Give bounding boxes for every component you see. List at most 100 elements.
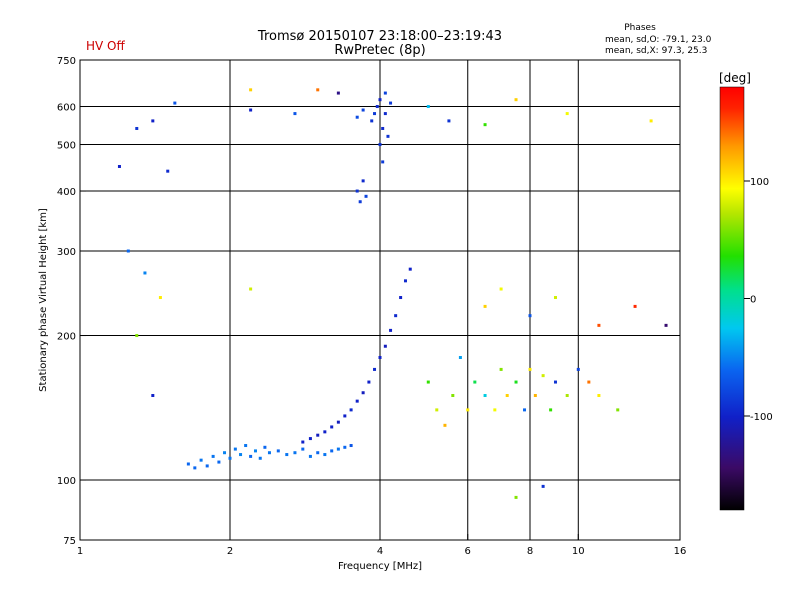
y-tick-label: 600 — [57, 103, 76, 114]
echo-point — [541, 374, 545, 378]
echo-point — [394, 314, 398, 318]
echo-point — [483, 123, 487, 127]
echo-point — [361, 179, 365, 183]
echo-point — [523, 408, 527, 412]
echo-point — [143, 271, 147, 275]
echo-point — [505, 394, 509, 398]
echo-point — [316, 433, 320, 437]
echo-point — [276, 449, 280, 453]
echo-point — [549, 408, 553, 412]
x-tick-label: 16 — [674, 546, 687, 557]
echo-point — [293, 451, 297, 455]
echo-point — [383, 112, 387, 116]
echo-point — [528, 314, 532, 318]
echo-point — [355, 189, 359, 193]
chart-subtitle: RwPretec (8p) — [334, 43, 425, 58]
echo-point — [349, 444, 353, 448]
echo-point — [649, 119, 653, 123]
x-tick-label: 1 — [77, 546, 83, 557]
echo-point — [386, 134, 390, 138]
echo-point — [493, 408, 497, 412]
echo-point — [597, 323, 601, 327]
y-tick-label: 300 — [57, 247, 76, 258]
echo-point — [597, 394, 601, 398]
echo-point — [249, 108, 253, 112]
echo-point — [199, 458, 203, 462]
echo-point — [330, 425, 334, 429]
echo-point — [373, 367, 377, 371]
echo-point — [135, 126, 139, 130]
colorbar-tick-label: -100 — [750, 412, 773, 423]
echo-point — [249, 88, 253, 92]
echo-point — [370, 119, 374, 123]
y-tick-label: 75 — [63, 536, 76, 547]
echo-point — [533, 394, 537, 398]
echo-point — [378, 143, 382, 147]
x-axis-label: Frequency [MHz] — [338, 561, 422, 572]
y-tick-label: 750 — [57, 56, 76, 67]
x-tick-label: 8 — [527, 546, 533, 557]
echo-point — [244, 444, 248, 448]
axis-ticks: 1 2 4 6 8 10 16 75 100 200 300 400 500 600 750 — [57, 56, 686, 557]
echo-point — [514, 495, 518, 499]
echo-point — [186, 462, 190, 466]
echo-point — [308, 437, 312, 441]
y-axis-label: Stationary phase Virtual Height [km] — [38, 208, 49, 392]
grid-lines — [80, 60, 680, 540]
echo-point — [499, 367, 503, 371]
phases-line-o: mean, sd,O: -79.1, 23.0 — [605, 35, 712, 45]
echo-point — [151, 394, 155, 398]
echo-point — [249, 454, 253, 458]
y-tick-label: 400 — [57, 187, 76, 198]
x-tick-label: 6 — [465, 546, 471, 557]
echo-point — [323, 430, 327, 434]
echo-point — [399, 296, 403, 300]
x-tick-label: 10 — [572, 546, 585, 557]
echo-point — [451, 394, 455, 398]
colorbar — [719, 86, 745, 511]
echo-point — [383, 344, 387, 348]
echo-point — [541, 484, 545, 488]
echo-point — [349, 408, 353, 412]
echo-point — [514, 98, 518, 102]
echo-point — [378, 98, 382, 102]
echo-point — [553, 296, 557, 300]
x-tick-label: 4 — [377, 546, 383, 557]
echo-point — [211, 454, 215, 458]
echo-point — [435, 408, 439, 412]
colorbar-tick-label: 100 — [750, 177, 769, 188]
echo-point — [258, 456, 262, 460]
echo-point — [381, 160, 385, 164]
echo-point — [316, 88, 320, 92]
echo-point — [633, 304, 637, 308]
echo-point — [253, 449, 257, 453]
chart-title: Tromsø 20150107 23:18:00–23:19:43 — [257, 29, 502, 44]
echo-point — [443, 423, 447, 427]
echo-point — [426, 380, 430, 384]
echo-point — [616, 408, 620, 412]
status-text: HV Off — [86, 39, 125, 53]
echo-point — [239, 453, 243, 457]
echo-point — [355, 399, 359, 403]
colorbar-ticks: 100 0 -100 — [744, 177, 773, 423]
echo-point — [158, 296, 162, 300]
echo-point — [466, 408, 470, 412]
echo-point — [381, 126, 385, 130]
echo-point — [151, 119, 155, 123]
echo-point — [228, 456, 232, 460]
echo-point — [249, 287, 253, 291]
echo-point — [373, 112, 377, 116]
echo-point — [587, 380, 591, 384]
echo-point — [336, 91, 340, 95]
echo-point — [378, 355, 382, 359]
y-tick-label: 100 — [57, 476, 76, 487]
echo-point — [316, 451, 320, 455]
echo-point — [135, 334, 139, 338]
echo-point — [383, 91, 387, 95]
colorbar-label: [deg] — [719, 71, 751, 85]
echo-points — [117, 88, 668, 499]
echo-point — [458, 355, 462, 359]
echo-point — [447, 119, 451, 123]
echo-point — [514, 380, 518, 384]
